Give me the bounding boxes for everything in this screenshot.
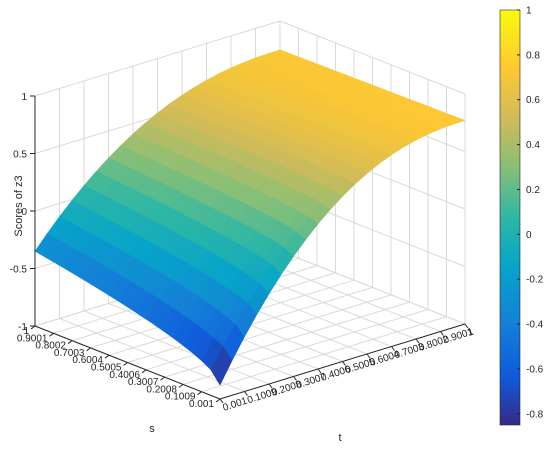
surface-patch [210,345,233,386]
s-tick-label: 0.9001 [17,333,48,344]
colorbar-tick-label: 0.2 [526,185,540,196]
z-axis-label: Scores of z3 [13,175,25,236]
z-tick-label: -0.5 [10,265,28,276]
t-tick [366,353,371,359]
s-tick-label: 0.1009 [165,392,196,403]
t-tick [244,391,248,396]
t-tick [440,331,444,336]
z-tick-label: 0 [21,207,27,218]
colorbar-tick-label: -0.8 [526,409,544,420]
x-axis-label: t [338,432,341,444]
s-tick [123,362,128,366]
s-tick [86,347,91,352]
t-tick [317,368,322,374]
surface [34,49,466,386]
s-tick [49,332,54,337]
t-tick [391,346,395,351]
s-tick [104,354,110,359]
colorbar-tick-label: 0 [526,230,532,241]
z-tick-label: -1 [18,322,27,333]
s-tick-label: 1 [23,326,29,337]
t-tick [342,361,346,366]
wall-grid-line [279,250,466,325]
wall-grid-line [279,20,466,95]
s-tick-label: 0.3007 [128,377,159,388]
s-tick [197,391,202,396]
colorbar-tick-label: -0.2 [526,275,544,286]
floor-grid-line [255,258,441,332]
s-tick-label: 0.5005 [91,363,122,374]
s-tick [30,325,36,330]
colorbar-tick-label: -0.4 [526,320,544,331]
y-axis-label: s [149,423,155,435]
s-tick [141,369,147,374]
s-tick-label: 0.2008 [146,384,177,395]
t-tick-label: 1 [467,327,476,339]
wall-grid-line [34,20,281,97]
colorbar-scale [499,9,521,426]
t-tick-label: 0.001 [222,396,250,414]
s-tick [67,340,73,345]
s-tick [215,398,221,403]
colorbar-tick-label: 0.6 [526,95,540,106]
t-tick [415,338,420,344]
s-tick-label: 0.4006 [109,370,140,381]
t-tick [268,383,273,389]
t-tick [464,323,469,329]
s-tick-label: 0.8002 [35,341,66,352]
colorbar: 1 0.8 0.6 0.4 0.2 0 -0.2 -0.4 -0.6 -0.8 [499,6,544,426]
colorbar-tick-label: 1 [526,6,532,17]
t-tick [219,398,224,404]
colorbar-tick-label: 0.8 [526,50,540,61]
colorbar-tick-label: 0.4 [526,140,540,151]
colorbar-tick-label: -0.6 [526,364,544,375]
s-tick [178,383,184,388]
z-tick-label: 1 [21,92,27,103]
s-tick-label: 0.001 [189,399,214,410]
t-tick [293,376,297,381]
z-tick-label: 0.5 [13,150,27,161]
s-tick-label: 0.6004 [72,355,103,366]
s-tick [160,376,165,381]
s-tick-label: 0.7003 [54,348,85,359]
